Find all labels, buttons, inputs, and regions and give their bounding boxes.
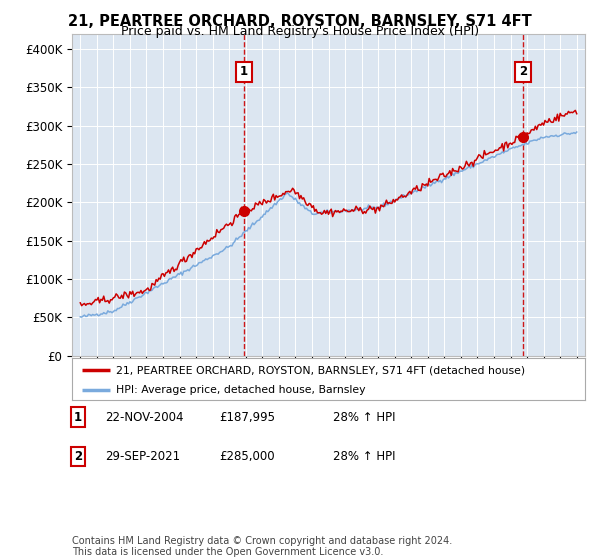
Text: 21, PEARTREE ORCHARD, ROYSTON, BARNSLEY, S71 4FT (detached house): 21, PEARTREE ORCHARD, ROYSTON, BARNSLEY,… bbox=[116, 365, 525, 375]
Text: 28% ↑ HPI: 28% ↑ HPI bbox=[333, 410, 395, 424]
Text: 29-SEP-2021: 29-SEP-2021 bbox=[105, 450, 180, 463]
Text: 2: 2 bbox=[74, 450, 82, 463]
Text: 2: 2 bbox=[519, 66, 527, 78]
Text: 22-NOV-2004: 22-NOV-2004 bbox=[105, 410, 184, 424]
Text: 1: 1 bbox=[74, 410, 82, 424]
Text: 1: 1 bbox=[240, 66, 248, 78]
Text: HPI: Average price, detached house, Barnsley: HPI: Average price, detached house, Barn… bbox=[116, 385, 365, 395]
Text: £187,995: £187,995 bbox=[219, 410, 275, 424]
Text: Contains HM Land Registry data © Crown copyright and database right 2024.
This d: Contains HM Land Registry data © Crown c… bbox=[72, 535, 452, 557]
Text: 28% ↑ HPI: 28% ↑ HPI bbox=[333, 450, 395, 463]
Text: 21, PEARTREE ORCHARD, ROYSTON, BARNSLEY, S71 4FT: 21, PEARTREE ORCHARD, ROYSTON, BARNSLEY,… bbox=[68, 14, 532, 29]
Text: £285,000: £285,000 bbox=[219, 450, 275, 463]
Text: Price paid vs. HM Land Registry's House Price Index (HPI): Price paid vs. HM Land Registry's House … bbox=[121, 25, 479, 38]
